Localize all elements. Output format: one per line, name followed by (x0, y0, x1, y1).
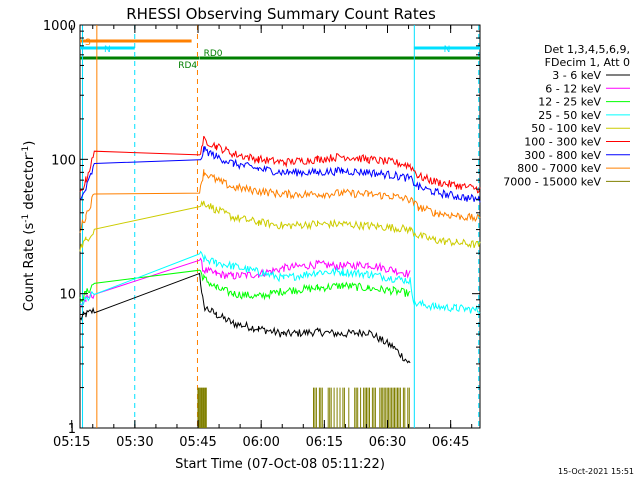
x-tick-label: 06:45 (432, 435, 469, 450)
x-tick-label: 05:15 (53, 435, 90, 450)
y-axis-label-sup2: -1 (21, 146, 31, 155)
series-line-100-300-kev (79, 135, 481, 194)
series-line-800-7000-kev (79, 169, 481, 233)
flag-label-s: S (85, 38, 91, 48)
legend-label: 12 - 25 keV (538, 96, 601, 109)
series-line-50-100-kev (79, 200, 481, 252)
series-line-6-12-kev (79, 257, 411, 308)
axis-layer: 1 10 100 1000 05:15 05:30 05:45 06:00 06:15 06:30… (43, 19, 480, 450)
series-line-300-800-kev (79, 146, 481, 203)
flag-label-rd0: RD0 (204, 49, 223, 59)
legend-label: 300 - 800 keV (524, 149, 601, 162)
y-tick-label: 1000 (43, 19, 76, 34)
legend-header-line-2: FDecim 1, Att 0 (545, 56, 630, 69)
x-tick-label: 06:15 (306, 435, 343, 450)
flags-layer: S N N RD4 RD0 (80, 38, 480, 71)
x-tick-label: 05:30 (116, 435, 153, 450)
y-axis-label-main: Count Rate (s (22, 223, 37, 312)
y-tick-label: 1 (68, 422, 76, 437)
y-axis-label-end: ) (22, 141, 37, 146)
legend-label: 800 - 7000 keV (517, 162, 601, 175)
flag-label-rd4: RD4 (178, 61, 197, 71)
markers-layer (82, 25, 480, 428)
flag-label-n: N (444, 45, 451, 55)
x-tick-label: 06:00 (242, 435, 279, 450)
timestamp: 15-Oct-2021 15:51 (558, 467, 634, 476)
legend-label: 6 - 12 keV (545, 82, 601, 95)
plot-frame (79, 24, 481, 429)
series-line-12-25-kev (79, 269, 411, 302)
x-tick-label: 05:45 (179, 435, 216, 450)
series-line-25-50-kev (79, 250, 481, 314)
y-tick-label: 100 (51, 153, 76, 168)
flag-label-n: N (104, 45, 111, 55)
legend-label: 100 - 300 keV (524, 136, 601, 149)
y-tick-label: 10 (59, 288, 76, 303)
legend-header-line-1: Det 1,3,4,5,6,9, (544, 43, 630, 56)
x-axis-label: Start Time (07-Oct-08 05:11:22) (175, 457, 385, 472)
x-tick-label: 06:30 (369, 435, 406, 450)
y-axis-label-sup1: -1 (21, 214, 31, 223)
legend-label: 50 - 100 keV (531, 122, 601, 135)
series-line-3-6-kev (79, 272, 411, 364)
y-axis-label-mid: detector (22, 154, 37, 214)
legend-label: 25 - 50 keV (538, 109, 601, 122)
legend-label: 7000 - 15000 keV (503, 175, 601, 188)
chart-title: RHESSI Observing Summary Count Rates (126, 5, 436, 23)
y-axis-label: Count Rate (s-1 detector-1) (21, 141, 37, 312)
series-layer (79, 135, 481, 428)
series-line-7000-15000-kev (197, 387, 410, 428)
legend-label: 3 - 6 keV (552, 69, 601, 82)
